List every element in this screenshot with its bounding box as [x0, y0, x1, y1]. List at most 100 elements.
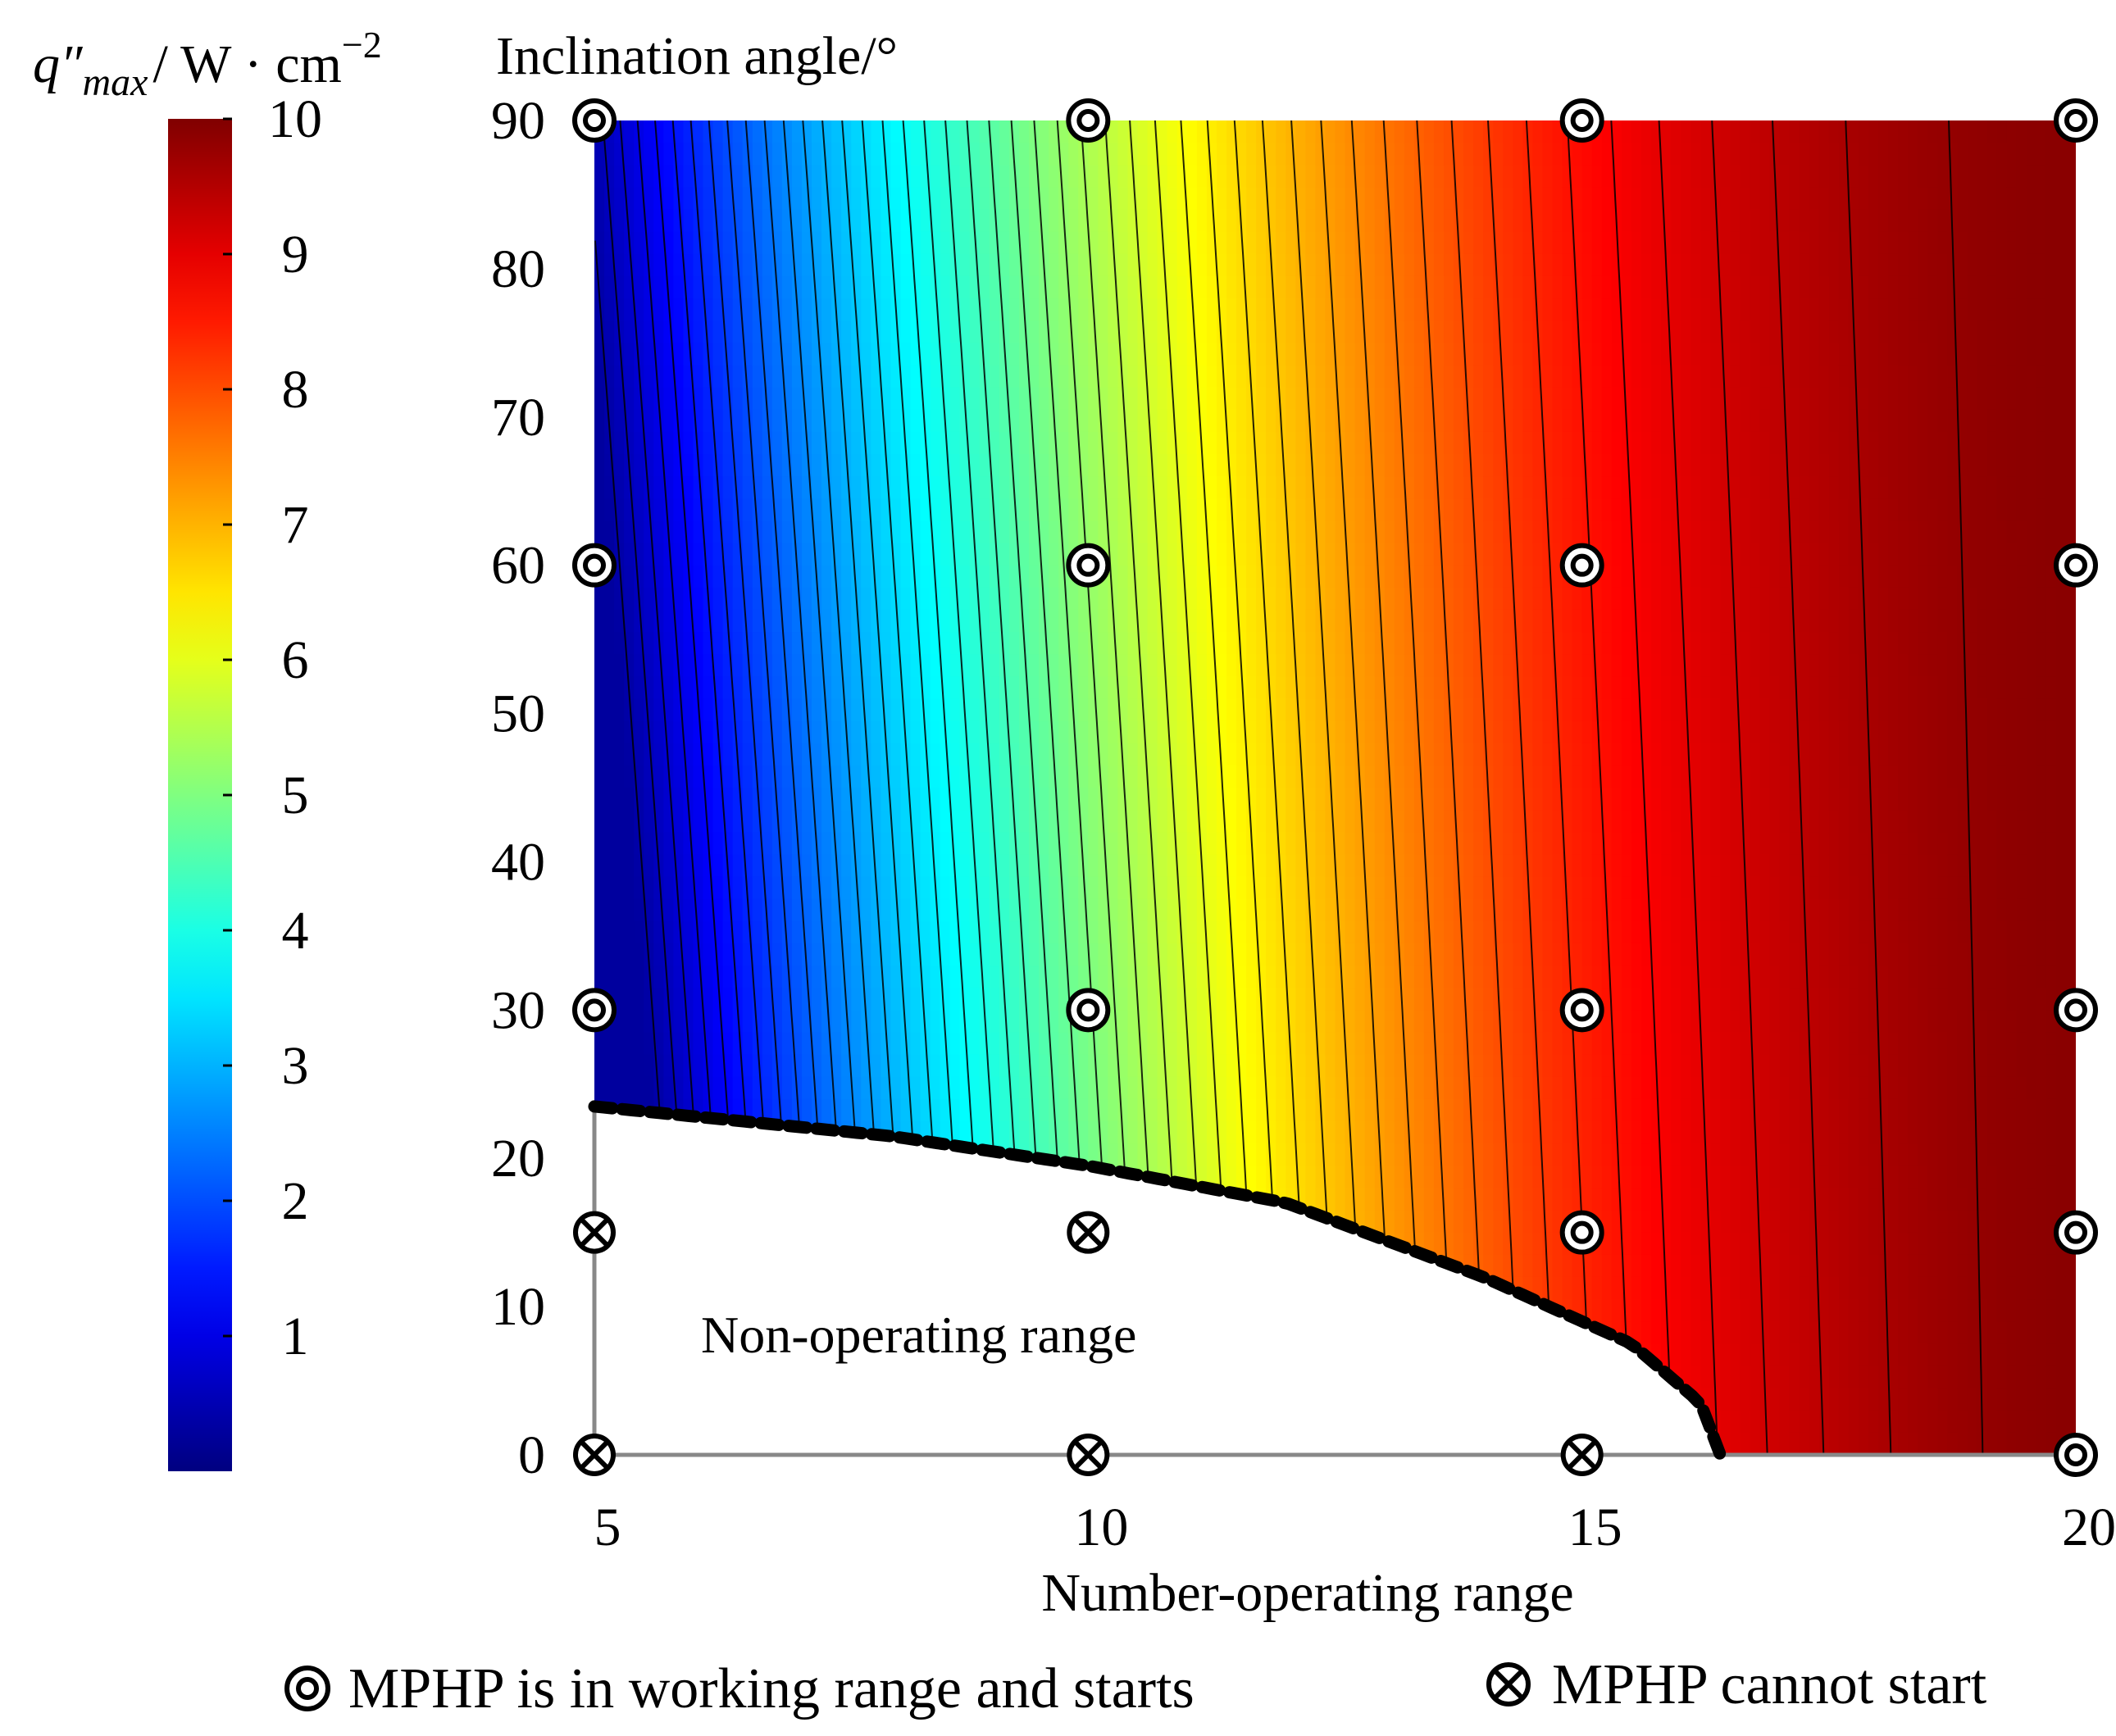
- field-cell: [663, 832, 675, 856]
- field-cell: [1196, 1276, 1208, 1300]
- field-cell: [1246, 898, 1257, 922]
- field-cell: [910, 676, 921, 700]
- field-cell: [1246, 1210, 1257, 1234]
- field-cell: [821, 454, 832, 477]
- field-cell: [1206, 1010, 1217, 1034]
- field-cell: [1404, 898, 1415, 922]
- field-cell: [1216, 253, 1227, 277]
- field-cell: [979, 1098, 990, 1122]
- field-cell: [604, 1299, 615, 1322]
- field-cell: [1246, 1032, 1257, 1056]
- field-cell: [693, 1166, 704, 1189]
- field-cell: [851, 1188, 862, 1211]
- field-cell: [920, 1166, 931, 1189]
- field-cell: [1039, 231, 1049, 255]
- field-cell: [1049, 943, 1059, 966]
- field-cell: [781, 187, 793, 211]
- field-cell: [1266, 520, 1277, 544]
- field-cell: [1325, 966, 1336, 988]
- field-cell: [1176, 1343, 1188, 1367]
- field-cell: [1108, 253, 1119, 277]
- field-cell: [1325, 1254, 1336, 1278]
- field-cell: [841, 275, 853, 299]
- field-cell: [1305, 1121, 1317, 1144]
- field-cell: [1394, 187, 1405, 211]
- field-cell: [673, 765, 685, 788]
- field-cell: [762, 275, 773, 299]
- field-cell: [841, 1188, 853, 1211]
- field-cell: [881, 587, 892, 611]
- field-cell: [663, 165, 675, 189]
- field-cell: [604, 676, 615, 700]
- field-cell: [1137, 1276, 1149, 1300]
- field-cell: [742, 320, 753, 344]
- field-cell: [1196, 632, 1208, 655]
- field-cell: [1049, 1032, 1059, 1056]
- field-cell: [831, 832, 842, 856]
- field-cell: [1167, 676, 1178, 700]
- field-cell: [1058, 698, 1070, 722]
- field-cell: [1404, 720, 1415, 744]
- field-cell: [1008, 1366, 1020, 1389]
- field-cell: [871, 565, 882, 589]
- field-cell: [1196, 320, 1208, 344]
- field-cell: [1335, 120, 1346, 143]
- field-cell: [1404, 365, 1415, 389]
- field-cell: [851, 454, 862, 477]
- field-cell: [703, 698, 714, 722]
- field-cell: [1058, 1098, 1070, 1122]
- field-cell: [949, 720, 961, 744]
- field-cell: [1315, 1121, 1326, 1144]
- field-cell: [1394, 1254, 1405, 1278]
- field-cell: [722, 231, 734, 255]
- field-cell: [999, 1432, 1010, 1455]
- field-cell: [801, 187, 812, 211]
- field-cell: [1266, 988, 1277, 1011]
- field-cell: [1384, 1143, 1395, 1167]
- field-cell: [644, 788, 655, 811]
- field-cell: [999, 275, 1010, 299]
- field-cell: [1384, 1299, 1395, 1322]
- field-cell: [881, 854, 892, 878]
- field-cell: [1384, 1188, 1395, 1211]
- field-cell: [841, 1366, 853, 1389]
- field-cell: [871, 854, 882, 878]
- field-cell: [1335, 1366, 1346, 1389]
- field-cell: [949, 1232, 961, 1256]
- field-cell: [1127, 1076, 1139, 1100]
- field-cell: [1246, 720, 1257, 744]
- field-cell: [771, 609, 783, 633]
- field-cell: [979, 720, 990, 744]
- field-cell: [644, 854, 655, 878]
- field-cell: [781, 1410, 793, 1434]
- field-cell: [673, 1432, 685, 1455]
- field-cell: [1206, 209, 1217, 233]
- field-cell: [940, 1232, 951, 1256]
- field-cell: [1186, 498, 1198, 522]
- field-cell: [812, 988, 822, 1011]
- field-cell: [1256, 1121, 1267, 1144]
- field-cell: [752, 1254, 763, 1278]
- field-cell: [1147, 275, 1158, 299]
- field-cell: [752, 1432, 763, 1455]
- field-cell: [1167, 143, 1178, 166]
- field-cell: [812, 1210, 822, 1234]
- field-cell: [1325, 1188, 1336, 1211]
- field-cell: [614, 1388, 625, 1411]
- field-cell: [959, 476, 971, 500]
- field-cell: [683, 498, 694, 522]
- field-cell: [791, 1098, 803, 1122]
- field-cell: [1088, 765, 1099, 788]
- field-cell: [949, 431, 961, 455]
- field-cell: [1186, 320, 1198, 344]
- field-cell: [959, 187, 971, 211]
- field-cell: [1186, 543, 1198, 566]
- field-cell: [1117, 120, 1129, 143]
- colorbar-tick-label: 9: [282, 225, 309, 284]
- field-cell: [752, 209, 763, 233]
- field-cell: [851, 676, 862, 700]
- field-cell: [634, 231, 645, 255]
- field-cell: [1384, 743, 1395, 766]
- field-cell: [861, 565, 872, 589]
- field-cell: [1019, 520, 1030, 544]
